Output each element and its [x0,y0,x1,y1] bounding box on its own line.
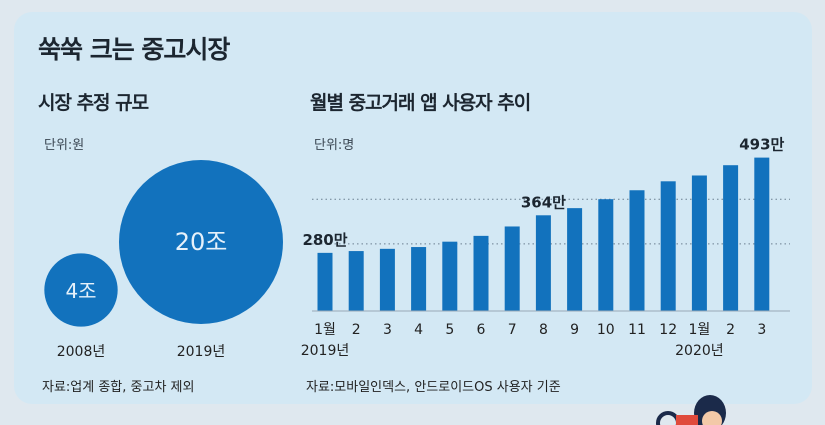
bar-x-tick-label-14: 3 [757,322,766,338]
market-size-circle-1 [119,160,283,324]
bar-x-tick-label-8: 9 [570,322,579,338]
app-users-source: 자료:모바일인덱스, 안드로이드OS 사용자 기준 [306,380,561,395]
bar-x-tick-label-0: 1월 [314,322,336,338]
bar-10 [629,190,645,311]
bar-6 [504,226,520,311]
bar-data-label-14: 493만 [739,136,784,154]
main-title: 쑥쑥 크는 중고시장 [38,35,230,64]
market-size-value-label-1: 20조 [175,228,228,256]
market-size-circle-0 [44,253,118,327]
market-size-source: 자료:업계 종합, 중고차 제외 [42,380,195,395]
bar-7 [535,215,551,311]
bar-x-tick-label-2: 3 [383,322,392,338]
market-size-unit: 단위:원 [44,138,85,153]
bar-13 [723,165,739,311]
bar-9 [598,199,614,311]
bar-x-tick-label-13: 2 [726,322,735,338]
app-users-unit: 단위:명 [314,138,355,153]
bar-x-tick-label-4: 5 [445,322,454,338]
bar-year-label-0: 2019년 [301,343,350,359]
bar-x-tick-label-1: 2 [352,322,361,338]
bar-11 [660,181,676,311]
bar-1 [348,251,364,311]
bar-x-tick-label-11: 12 [659,322,677,338]
bar-x-tick-label-3: 4 [414,322,423,338]
bar-x-tick-label-6: 7 [508,322,517,338]
bar-3 [411,247,427,311]
market-size-year-label-0: 2008년 [57,344,106,360]
market-size-title: 시장 추정 규모 [38,92,149,114]
bar-0 [317,252,333,311]
bar-x-tick-label-7: 8 [539,322,548,338]
app-users-title: 월별 중고거래 앱 사용자 추이 [310,92,531,114]
bar-x-tick-label-10: 11 [628,322,646,338]
bar-data-label-7: 364만 [521,193,566,211]
bar-x-tick-label-9: 10 [597,322,615,338]
bar-data-label-0: 280만 [302,231,347,249]
market-size-value-label-0: 4조 [65,279,96,303]
person-megaphone-illustration [656,395,726,425]
bar-8 [567,208,583,311]
market-size-year-label-1: 2019년 [177,344,226,360]
bar-x-tick-label-12: 1월 [689,322,711,338]
bar-2 [379,248,395,311]
bar-12 [691,175,707,311]
bar-x-tick-label-5: 6 [477,322,486,338]
bar-4 [442,241,458,311]
bar-14 [754,157,770,311]
bar-year-label-1: 2020년 [675,343,724,359]
bar-5 [473,235,489,311]
